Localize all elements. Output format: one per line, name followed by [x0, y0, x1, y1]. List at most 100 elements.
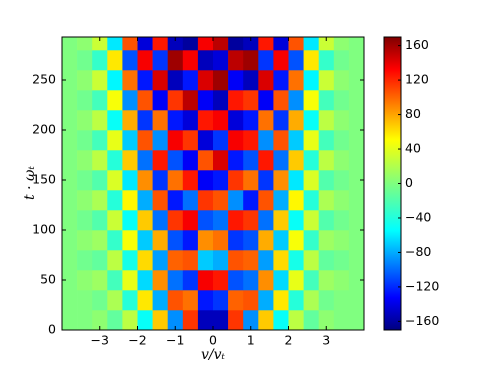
heat-cell	[137, 90, 153, 111]
heat-cell	[228, 190, 244, 211]
heat-cell	[333, 170, 350, 191]
heat-cell	[62, 50, 78, 71]
heat-cell	[197, 170, 214, 191]
heat-cell	[92, 230, 108, 251]
heat-cell	[152, 270, 168, 291]
heat-cell	[303, 150, 319, 171]
heat-cell	[303, 230, 319, 251]
heat-cell	[182, 210, 199, 231]
heat-cell	[258, 90, 274, 111]
heat-cell	[348, 250, 365, 271]
heat-cell	[213, 50, 229, 71]
heat-cell	[107, 230, 123, 251]
heat-cell	[213, 90, 229, 111]
heat-cell	[197, 150, 214, 171]
x-tick-label: 2	[285, 333, 293, 348]
heat-cell	[243, 37, 259, 51]
heat-cell	[333, 50, 350, 71]
heat-cell	[258, 250, 274, 271]
heat-cell	[303, 170, 319, 191]
heat-cell	[303, 310, 319, 331]
heat-cell	[288, 130, 304, 151]
heat-cell	[243, 170, 259, 191]
colorbar-tick-label: 40	[405, 141, 421, 156]
heat-cell	[62, 150, 78, 171]
heat-cell	[333, 110, 350, 131]
heat-cell	[77, 37, 93, 51]
heat-cell	[228, 110, 244, 131]
heat-cell	[333, 90, 350, 111]
heat-cell	[137, 290, 153, 311]
heat-cell	[152, 50, 168, 71]
heat-cell	[213, 310, 229, 331]
heat-cell	[228, 50, 244, 71]
heat-cell	[243, 250, 259, 271]
heat-cell	[62, 210, 78, 231]
heat-cell	[348, 150, 365, 171]
heat-cell	[137, 250, 153, 271]
heat-cell	[62, 190, 78, 211]
heat-cell	[243, 150, 259, 171]
heat-cell	[228, 170, 244, 191]
heat-cell	[288, 110, 304, 131]
heat-cell	[167, 290, 184, 311]
heat-cell	[167, 50, 184, 71]
heat-cell	[273, 250, 289, 271]
heat-cell	[273, 310, 289, 331]
heat-cell	[122, 90, 138, 111]
heat-cell	[92, 70, 108, 91]
heat-cell	[228, 90, 244, 111]
heat-cell	[197, 37, 214, 51]
heat-cell	[288, 310, 304, 331]
heat-cell	[92, 150, 108, 171]
heat-cell	[273, 90, 289, 111]
colorbar-tick-label: 120	[405, 72, 429, 87]
heatmap	[62, 37, 365, 331]
heat-cell	[182, 310, 199, 331]
heat-cell	[303, 70, 319, 91]
heat-cell	[197, 110, 214, 131]
heat-cell	[152, 210, 168, 231]
heat-cell	[122, 130, 138, 151]
heat-cell	[348, 70, 365, 91]
heat-cell	[92, 130, 108, 151]
heat-cell	[243, 270, 259, 291]
heat-cell	[77, 110, 93, 131]
heat-cell	[77, 130, 93, 151]
y-tick-label: 50	[40, 272, 56, 287]
heat-cell	[167, 230, 184, 251]
heat-cell	[122, 290, 138, 311]
colorbar-tick-label: 80	[405, 106, 421, 121]
heat-cell	[92, 90, 108, 111]
heat-cell	[107, 50, 123, 71]
heat-cell	[348, 290, 365, 311]
heat-cell	[107, 190, 123, 211]
heat-cell	[137, 230, 153, 251]
heat-cell	[288, 70, 304, 91]
heat-cell	[137, 37, 153, 51]
heat-cell	[167, 170, 184, 191]
heat-cell	[182, 250, 199, 271]
colorbar-tick-label: −160	[405, 313, 439, 328]
heat-cell	[228, 290, 244, 311]
heat-cell	[258, 110, 274, 131]
heat-cell	[167, 310, 184, 331]
heat-cell	[243, 230, 259, 251]
heat-cell	[107, 250, 123, 271]
heat-cell	[258, 37, 274, 51]
heat-cell	[273, 150, 289, 171]
heat-cell	[152, 190, 168, 211]
heat-cell	[92, 190, 108, 211]
heat-cell	[348, 110, 365, 131]
heat-cell	[152, 130, 168, 151]
heat-cell	[77, 250, 93, 271]
heat-cell	[318, 170, 335, 191]
heat-cell	[182, 150, 199, 171]
heat-cell	[273, 290, 289, 311]
heat-cell	[197, 230, 214, 251]
heat-cell	[213, 70, 229, 91]
heat-cell	[213, 110, 229, 131]
heat-cell	[288, 90, 304, 111]
heat-cell	[122, 50, 138, 71]
